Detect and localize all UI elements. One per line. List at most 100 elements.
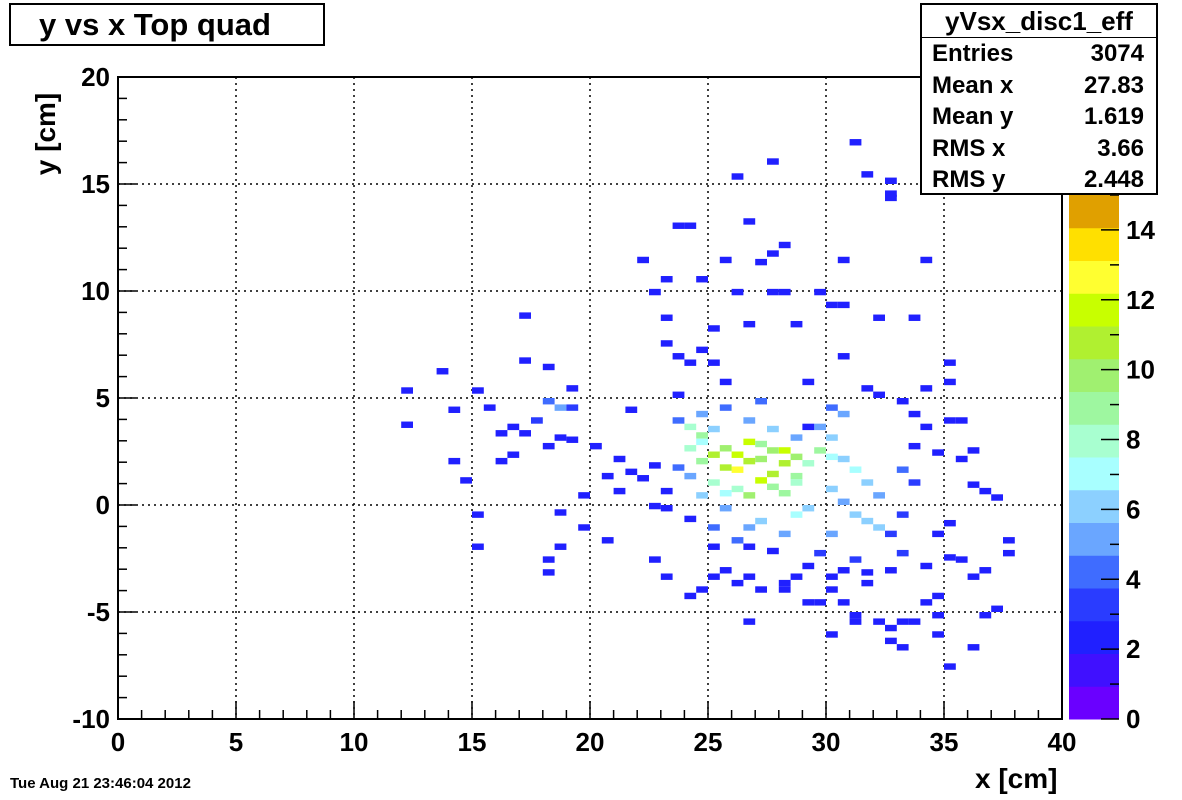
stats-row-rms-y: RMS y 2.448 [922, 164, 1156, 196]
heatmap-cell [849, 139, 862, 146]
heatmap-cell [708, 479, 720, 486]
heatmap-cell [660, 340, 673, 347]
heatmap-cell [1003, 537, 1015, 544]
heatmap-cell [731, 173, 744, 180]
heatmap-cell [967, 644, 980, 651]
heatmap-cell [944, 519, 956, 527]
heatmap-cell [719, 378, 732, 386]
heatmap-cell [885, 194, 897, 202]
heatmap-cell [814, 288, 826, 296]
heatmap-cell [861, 517, 874, 525]
heatmap-cell [778, 241, 791, 249]
heatmap-cell [660, 276, 673, 283]
heatmap-cell [743, 573, 756, 580]
heatmap-cell [708, 543, 720, 550]
heatmap-cell [566, 436, 579, 443]
heatmap-cell [672, 464, 685, 471]
heatmap-cell [755, 398, 767, 405]
heatmap-cell [837, 410, 850, 418]
x-axis-title: x [cm] [975, 763, 1058, 794]
heatmap-cell [696, 410, 708, 418]
heatmap-cell [660, 487, 673, 495]
heatmap-cell [613, 455, 626, 463]
heatmap-cell [554, 509, 567, 516]
heatmap-cell [696, 438, 708, 446]
heatmap-cell [708, 451, 720, 458]
heatmap-cell [743, 524, 756, 531]
x-tick-label: 10 [340, 727, 369, 757]
heatmap-cell [743, 618, 756, 625]
heatmap-cell [790, 511, 803, 518]
heatmap-cell [696, 492, 708, 499]
heatmap-cell [755, 455, 767, 463]
stats-value: 3.66 [1097, 134, 1144, 162]
y-tick-label: -10 [72, 704, 110, 734]
heatmap-cell [401, 387, 413, 394]
heatmap-cell [590, 442, 602, 450]
heatmap-cell [778, 460, 791, 467]
heatmap-cell [601, 472, 614, 480]
heatmap-cell [637, 475, 649, 482]
heatmap-cell [507, 423, 520, 431]
heatmap-cell [908, 314, 921, 321]
heatmap-cell [896, 466, 909, 473]
palette-swatch [1069, 293, 1119, 327]
stats-row-entries: Entries 3074 [922, 38, 1156, 70]
heatmap-cell [531, 417, 543, 424]
heatmap-cell [495, 457, 508, 465]
heatmap-cell [672, 391, 685, 398]
heatmap-cell [885, 637, 897, 645]
palette-swatch [1069, 555, 1119, 589]
stats-histogram-name: yVsx_disc1_eff [922, 5, 1156, 38]
heatmap-cell [719, 404, 732, 411]
heatmap-cell [944, 378, 956, 386]
stats-box: yVsx_disc1_eff Entries 3074 Mean x 27.83… [920, 3, 1158, 195]
heatmap-cell [790, 472, 803, 480]
stats-label: Mean x [932, 71, 1014, 99]
heatmap-cell [767, 547, 779, 555]
heatmap-cell [696, 346, 708, 354]
y-tick-label: 15 [81, 169, 110, 199]
heatmap-cell [837, 498, 850, 505]
heatmap-cell [979, 487, 992, 495]
heatmap-cell [519, 430, 531, 437]
heatmap-cell [837, 353, 850, 360]
heatmap-cell [660, 505, 673, 512]
heatmap-cell [755, 258, 767, 266]
heatmap-cell [826, 530, 838, 538]
x-tick-label: 35 [930, 727, 959, 757]
stats-label: RMS x [932, 134, 1006, 162]
heatmap-cell [731, 451, 744, 458]
stats-row-mean-y: Mean y 1.619 [922, 101, 1156, 133]
heatmap-cell [920, 385, 933, 392]
y-axis-title: y [cm] [30, 92, 61, 176]
stats-value: 1.619 [1083, 103, 1144, 130]
heatmap-cell [920, 423, 933, 431]
color-palette [1069, 194, 1119, 720]
heatmap-cell [967, 481, 980, 488]
heatmap-cell [873, 492, 885, 499]
heatmap-cell [778, 579, 791, 587]
heatmap-cell [542, 363, 555, 371]
heatmap-cell [743, 218, 756, 225]
palette-tick-label: 10 [1126, 355, 1155, 385]
timestamp: Tue Aug 21 23:46:04 2012 [10, 775, 191, 792]
palette-swatch [1069, 522, 1119, 556]
plot-title: y vs x Top quad [9, 3, 325, 46]
heatmap-cell [873, 524, 885, 531]
heatmap-cell [826, 586, 838, 593]
heatmap-cell [460, 477, 472, 484]
heatmap-cell [566, 404, 579, 411]
heatmap-cell [920, 256, 933, 264]
x-tick-label: 30 [812, 727, 841, 757]
heatmap-cell [719, 464, 732, 471]
heatmap-cell [649, 502, 661, 510]
heatmap-cell [861, 385, 874, 392]
stats-row-rms-x: RMS x 3.66 [922, 133, 1156, 165]
palette-tick-label: 4 [1126, 564, 1141, 594]
y-tick-label: 10 [81, 276, 110, 306]
heatmap-cell [578, 492, 590, 499]
heatmap-cell [837, 599, 850, 606]
plot-title-text: y vs x Top quad [39, 7, 271, 42]
heatmap-cell [684, 445, 697, 452]
